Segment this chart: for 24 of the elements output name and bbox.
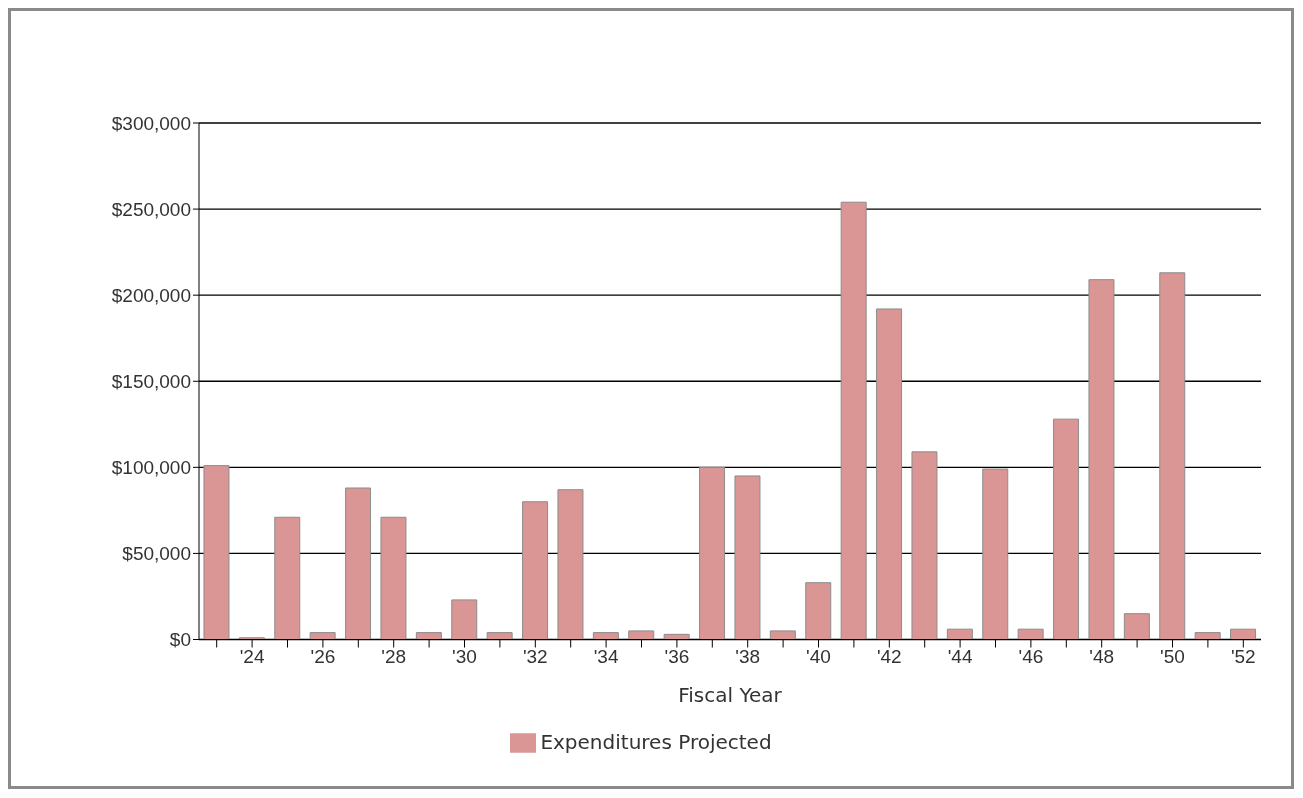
x-tick-label: '24	[239, 645, 265, 667]
y-tick-label: $150,000	[111, 370, 191, 392]
x-tick-label: '36	[664, 645, 690, 667]
y-tick-label: $100,000	[111, 457, 191, 479]
legend-label: Expenditures Projected	[540, 729, 772, 754]
x-tick-label: '30	[452, 645, 477, 667]
y-tick-label: $50,000	[122, 543, 191, 565]
x-tick-label: '42	[876, 645, 902, 667]
x-axis-title: Fiscal Year	[678, 682, 783, 707]
y-tick-label: $200,000	[111, 284, 191, 306]
x-tick-label: '28	[381, 645, 407, 667]
x-tick-label: '46	[1018, 645, 1044, 667]
y-tick-label: $300,000	[111, 112, 191, 134]
y-tick-label: $0	[169, 629, 191, 651]
x-tick-label: '26	[310, 645, 336, 667]
x-tick-label: '52	[1230, 645, 1256, 667]
y-tick-label: $250,000	[111, 198, 191, 220]
x-tick-label: '50	[1160, 645, 1185, 667]
x-tick-label: '48	[1089, 645, 1115, 667]
x-tick-label: '44	[947, 645, 973, 667]
x-tick-label: '40	[806, 645, 831, 667]
x-tick-label: '34	[593, 645, 619, 667]
x-tick-label: '38	[735, 645, 761, 667]
x-tick-label: '32	[522, 645, 548, 667]
